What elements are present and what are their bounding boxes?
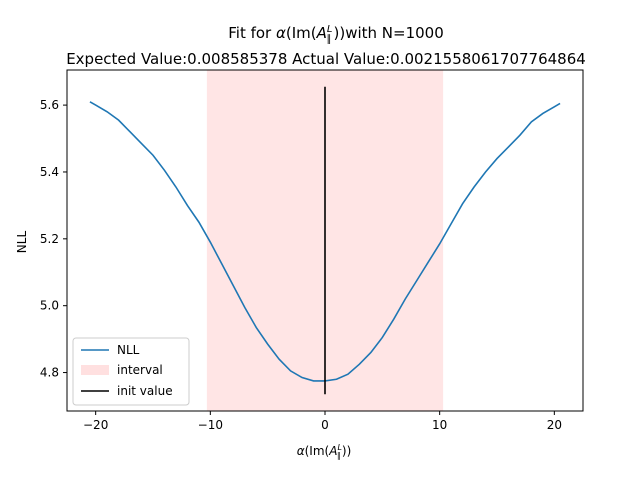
y-axis-label: NLL <box>15 231 29 254</box>
legend: NLL interval init value <box>72 337 190 406</box>
y-tick-label: 5.2 <box>40 232 59 246</box>
chart-title-line1: Fit for α(Im(AL ∥))with N=1000 <box>228 24 444 45</box>
x-axis-label: α(Im(AL ∥)) <box>297 443 352 460</box>
legend-box <box>72 337 190 406</box>
legend-label-nll: NLL <box>117 343 140 357</box>
axis-ticks: −20 −10 0 10 20 4.8 5.0 5.2 5.4 5.6 <box>40 98 562 432</box>
chart-title-line2: Expected Value:0.008585378 Actual Value:… <box>66 50 586 68</box>
y-tick-label: 5.0 <box>40 299 59 313</box>
y-tick-label: 5.4 <box>40 165 59 179</box>
x-tick-label: −10 <box>198 418 223 432</box>
y-tick-label: 5.6 <box>40 98 59 112</box>
x-tick-label: 20 <box>547 418 562 432</box>
legend-swatch-interval <box>81 365 109 375</box>
legend-label-interval: interval <box>117 363 163 377</box>
x-tick-label: 0 <box>321 418 329 432</box>
series-layer <box>89 86 561 395</box>
x-tick-label: 10 <box>432 418 447 432</box>
x-tick-label: −20 <box>83 418 108 432</box>
legend-label-init-value: init value <box>117 384 173 398</box>
y-tick-label: 4.8 <box>40 366 59 380</box>
